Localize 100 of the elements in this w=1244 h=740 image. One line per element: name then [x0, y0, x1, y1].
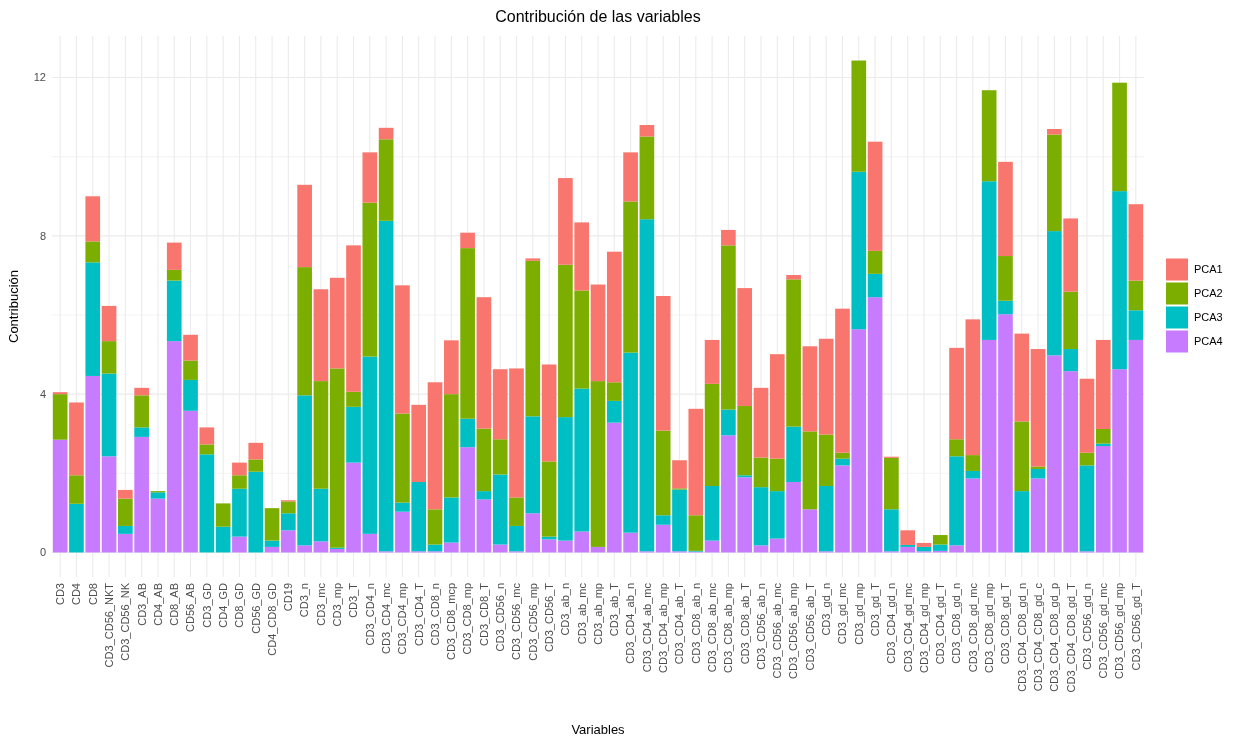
bar	[69, 402, 84, 476]
bar	[965, 478, 981, 553]
bar	[949, 439, 964, 457]
bar	[1079, 378, 1095, 453]
bar	[150, 498, 166, 553]
x-tick-label: CD3_ab_mp	[591, 583, 604, 645]
x-tick-label: CD3_CD8_gd_mp	[983, 583, 996, 673]
bar	[525, 258, 541, 261]
bar	[623, 201, 638, 353]
bar	[378, 139, 394, 221]
bar	[1128, 204, 1144, 281]
bar	[101, 373, 117, 457]
y-tick-label: 0	[39, 546, 46, 559]
x-tick-label: CD3_CD56_gd_n	[1080, 583, 1093, 670]
bar	[525, 260, 541, 417]
chart-title: Contribución de las variables	[495, 8, 701, 25]
bar	[704, 485, 720, 541]
x-tick-label: CD4_CD8_GD	[265, 582, 278, 656]
bar	[460, 418, 475, 448]
bar	[476, 491, 492, 500]
bar	[981, 181, 997, 340]
x-tick-label: CD3_CD4_T	[412, 582, 425, 646]
x-tick-label: CD3_CD4_gd_mp	[917, 583, 930, 673]
bar	[737, 288, 753, 407]
bar	[835, 458, 850, 466]
x-tick-label: CD3_CD4_gd_mc	[901, 582, 914, 673]
x-tick-label: CD8_GD	[233, 582, 246, 628]
bar	[867, 273, 883, 298]
bar	[378, 127, 394, 140]
x-tick-label: CD3_CD4_mc	[379, 582, 392, 654]
bar	[753, 457, 769, 488]
x-tick-label: CD3_CD4_CD8_gd_n	[1015, 583, 1028, 692]
bar	[476, 297, 492, 429]
bar	[297, 184, 312, 268]
bar	[1063, 218, 1078, 292]
bar	[688, 515, 704, 551]
bar	[378, 220, 394, 552]
bar	[867, 141, 883, 251]
bar	[981, 90, 997, 182]
bar	[118, 498, 133, 526]
bar	[264, 508, 280, 541]
bar	[101, 305, 117, 342]
bar	[639, 219, 655, 552]
bar	[1030, 468, 1046, 479]
x-tick-label: CD3_gd_mp	[852, 583, 865, 645]
x-tick-label: CD3_GD	[200, 582, 213, 628]
x-tick-label: CD3_CD4_CD8_gd_p	[1048, 583, 1061, 692]
x-tick-label: CD3_gd_n	[820, 583, 833, 636]
bar	[248, 442, 264, 460]
bar	[900, 530, 916, 545]
bar	[232, 536, 247, 553]
x-tick-label: CD3_CD56_ab_n	[754, 583, 767, 670]
x-tick-label: CD3_CD4_ab_n	[624, 583, 637, 664]
bar	[476, 428, 492, 492]
bar	[525, 416, 541, 514]
x-tick-label: CD3_CD8_ab_mp	[722, 583, 735, 673]
x-tick-label: CD3_CD56_mp	[526, 583, 539, 661]
bar	[1014, 333, 1030, 422]
bar	[166, 280, 182, 342]
y-tick-label: 4	[39, 388, 46, 401]
x-tick-label: CD3_CD4_n	[363, 583, 376, 646]
bar	[85, 196, 101, 242]
x-tick-label: CD3_CD56_NK	[119, 582, 132, 661]
bar	[264, 540, 280, 547]
bar	[851, 171, 867, 330]
x-tick-label: CD3_CD56_T	[542, 582, 555, 653]
y-tick-label: 12	[33, 71, 46, 84]
bar	[1030, 478, 1046, 553]
x-tick-label: CD3_mp	[331, 583, 344, 627]
bar	[69, 475, 84, 504]
bar	[590, 381, 606, 547]
bar	[753, 387, 769, 458]
bar	[786, 426, 801, 483]
bar	[101, 341, 117, 374]
bar	[166, 269, 182, 281]
bar	[199, 427, 215, 445]
bar	[623, 152, 638, 202]
x-tick-label: CD3_CD56_gd_mp	[1113, 583, 1126, 679]
bar	[769, 491, 785, 539]
bar	[590, 284, 606, 382]
x-tick-label: CD56_AB	[184, 583, 197, 632]
x-tick-label: CD3_CD8_ab_mc	[705, 582, 718, 673]
bar	[215, 503, 231, 527]
bar	[916, 542, 932, 547]
bar	[134, 427, 149, 437]
bar	[786, 279, 801, 427]
bar	[965, 319, 981, 456]
x-tick-label: CD3_CD4_gd_T	[934, 582, 947, 665]
x-tick-label: CD56_GD	[249, 582, 262, 634]
bar	[52, 394, 68, 440]
x-tick-label: CD3_CD4_ab_T	[673, 582, 686, 665]
x-tick-label: CD3_CD4_ab_mp	[657, 583, 670, 673]
bar	[851, 60, 867, 172]
legend-label: PCA1	[1194, 263, 1223, 276]
bar	[395, 413, 410, 503]
x-tick-label: CD3_CD8_ab_T	[738, 582, 751, 665]
bar	[69, 503, 84, 553]
bar	[769, 354, 785, 459]
x-tick-label: CD3_CD56_mc	[510, 582, 523, 661]
bar	[802, 431, 818, 510]
